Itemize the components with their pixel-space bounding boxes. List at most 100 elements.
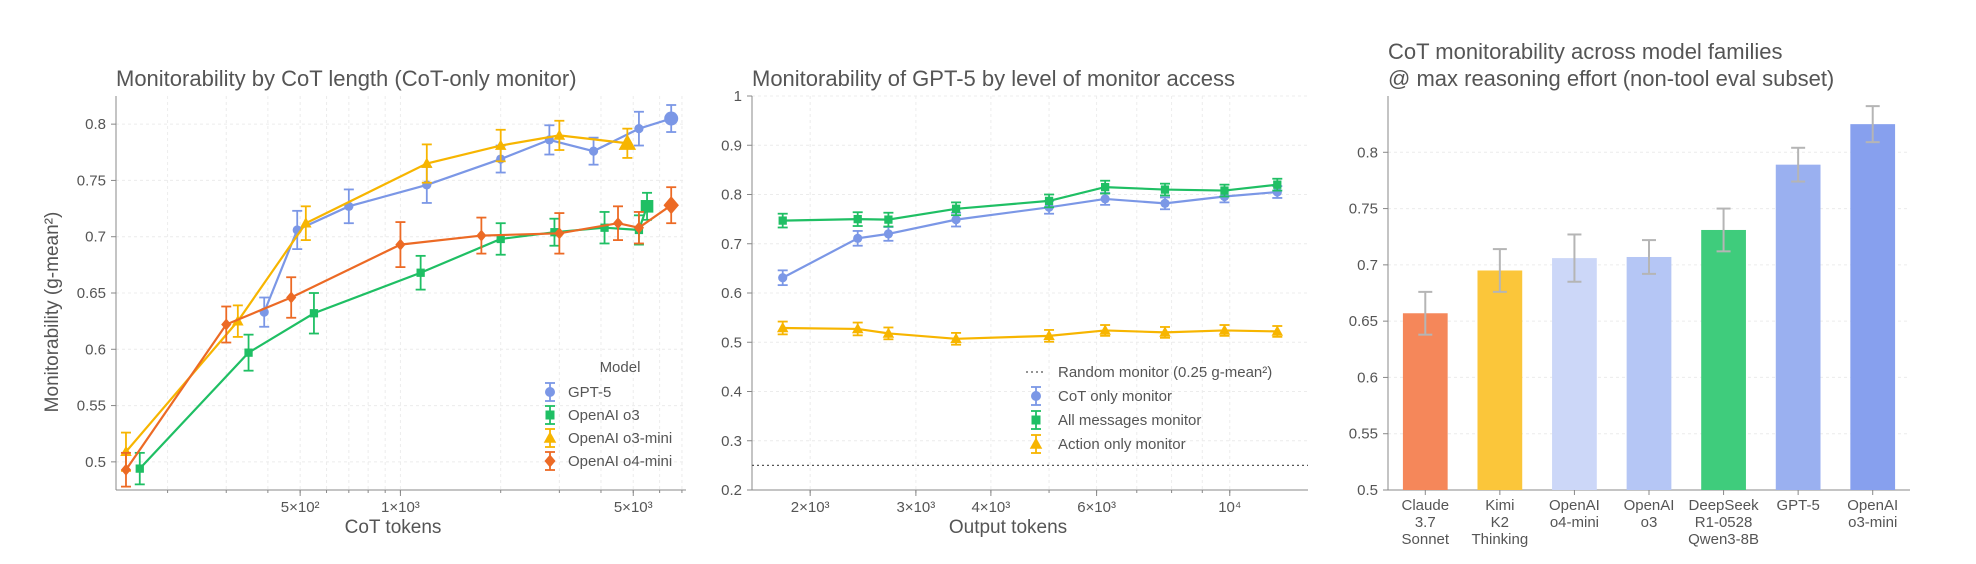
data-point [882,327,895,338]
x-tick-label: Claude [1402,497,1450,514]
panel2-series [752,177,1308,467]
bar [1850,124,1896,491]
data-point [221,318,232,331]
panel-model-families: CoT monitorability across model families… [1349,39,1910,548]
data-point [395,238,406,251]
y-tick-label: 0.5 [721,334,742,351]
y-tick-label: 0.7 [1357,257,1378,274]
panel2-legend: Random monitor (0.25 g-mean²) CoT only mo… [1026,364,1272,454]
data-point [416,268,425,277]
legend-marker [544,454,556,468]
data-point [1100,182,1110,192]
x-tick-label: OpenAI [1624,497,1675,514]
panel1-series [120,104,679,488]
data-point [1220,186,1229,195]
bar [1626,256,1672,490]
y-tick-label: 0.7 [721,236,742,253]
data-point [634,124,644,134]
x-tick-label: o4-mini [1550,514,1599,531]
y-tick-label: 0.8 [85,116,106,133]
x-tick-label: 3×10³ [896,499,935,516]
data-point [550,228,559,237]
data-point [553,129,566,140]
y-tick-label: 0.6 [85,341,106,358]
series-openai-o3-mini [120,119,637,472]
data-point [300,217,312,228]
data-point [244,348,253,357]
y-tick-label: 0.8 [721,187,742,204]
data-point [778,273,788,283]
panel3-title-line2: @ max reasoning effort (non-tool eval su… [1388,66,1834,91]
y-tick-label: 0.6 [721,285,742,302]
panel2-grid [752,95,1308,491]
y-tick-label: 0.5 [85,454,106,471]
legend-item: CoT only monitor [1031,386,1172,406]
data-point [951,204,961,213]
data-point [883,229,894,239]
panel3-title-line1: CoT monitorability across model families [1388,39,1783,64]
data-point [663,196,679,215]
data-point [1100,194,1110,204]
y-tick-label: 0.5 [1357,482,1378,499]
legend-item: All messages monitor [1031,410,1201,430]
data-point [1043,329,1055,341]
data-point [1159,326,1171,337]
panel2-x-label: Output tokens [949,517,1067,538]
y-tick-label: 0.3 [721,433,742,450]
panel1-legend: Model GPT-5 OpenAI o3 OpenAI o3-mini OpenAI… [543,359,672,471]
y-tick-label: 0.9 [721,137,742,154]
bar [1701,229,1746,490]
data-point [120,463,132,476]
panel1-title: Monitorability by CoT length (CoT-only m… [116,66,577,91]
bar [1552,258,1597,490]
y-tick-label: 1 [734,88,742,105]
legend-item: OpenAI o3 [545,405,640,425]
panel3-bars [1402,105,1896,491]
y-tick-label: 0.2 [721,482,742,499]
data-point [612,217,624,230]
data-point [1218,324,1231,335]
data-point [633,221,645,234]
y-tick-label: 0.6 [1357,369,1378,386]
panel1-legend-title: Model [600,359,641,376]
data-point [640,200,654,213]
legend-label: All messages monitor [1058,412,1201,429]
data-point [494,139,507,150]
legend-label: CoT only monitor [1058,388,1172,405]
y-tick-label: 0.55 [1349,426,1378,443]
series-all-messages-monitor [777,177,1283,229]
series-openai-o3 [134,191,654,486]
data-point [853,214,862,224]
legend-label: OpenAI o3 [568,407,640,424]
legend-marker [1029,437,1043,449]
x-tick-label: 5×10³ [614,499,653,516]
series-action-only-monitor [776,320,1284,346]
panel1-grid [116,96,686,490]
panel3-y-ticks: 0.5 0.55 0.6 0.65 0.7 0.75 0.8 [1349,144,1388,499]
panel2-x-ticks: 2×10³ 3×10³ 4×10³ 6×10³ 10⁴ [791,490,1241,516]
x-tick-label: o3 [1641,514,1658,531]
legend-item: OpenAI o3-mini [543,428,672,448]
panel-cot-length: Monitorability by CoT length (CoT-only m… [42,66,686,538]
panel1-y-label: Monitorability (g-mean²) [42,212,63,413]
series-openai-o4-mini [120,186,679,488]
data-point [884,215,893,224]
data-point [664,111,679,126]
data-point [476,229,487,242]
panel1-x-label: CoT tokens [345,517,442,538]
data-point [496,234,505,244]
panel3-x-ticks: Claude3.7SonnetKimiK2ThinkingOpenAIo4-mi… [1402,490,1898,548]
data-point [600,223,609,232]
data-point [1160,185,1170,194]
legend-marker [1031,415,1041,425]
x-tick-label: GPT-5 [1776,497,1819,514]
legend-label: OpenAI o3-mini [568,430,672,447]
panel1-y-ticks: 0.5 0.55 0.6 0.65 0.7 0.75 0.8 [77,116,116,471]
bar [1477,270,1523,490]
series-cot-only-monitor [777,185,1283,287]
data-point [618,134,637,150]
data-point [853,233,863,243]
x-tick-label: OpenAI [1847,497,1898,514]
series-line [263,117,672,313]
